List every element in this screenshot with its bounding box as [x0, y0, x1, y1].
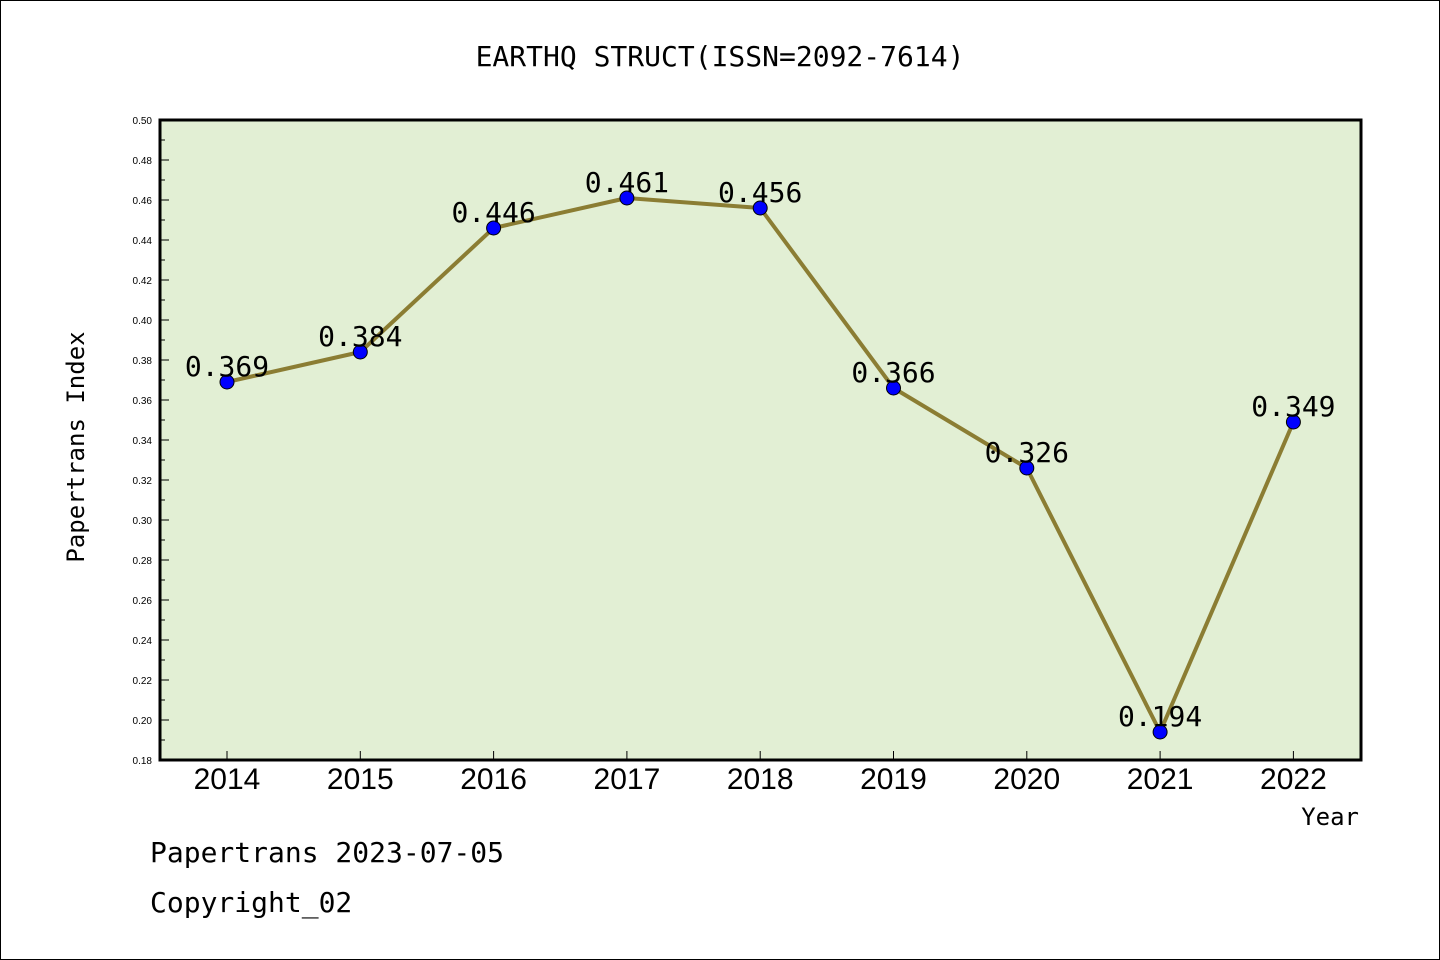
plot-border — [158, 118, 1363, 762]
data-label: 0.461 — [585, 166, 669, 199]
data-point — [352, 344, 368, 360]
y-tick-label: 0.24 — [133, 636, 153, 647]
x-axis: 2014 2015 2016 2017 2018 2019 2020 2021 2022 — [194, 751, 1327, 796]
data-label: 0.456 — [718, 176, 802, 209]
x-tick-label: 2019 — [860, 763, 927, 796]
data-point — [752, 200, 768, 216]
y-tick-label: 0.18 — [133, 756, 153, 767]
x-tick-label: 2015 — [327, 763, 394, 796]
x-tick-label: 2022 — [1260, 763, 1327, 796]
y-tick-label: 0.28 — [133, 556, 153, 567]
data-label: 0.369 — [185, 350, 269, 383]
y-tick-label: 0.42 — [133, 276, 153, 287]
y-tick-label: 0.30 — [133, 516, 153, 527]
data-label: 0.349 — [1251, 390, 1335, 423]
data-label: 0.194 — [1118, 700, 1202, 733]
series — [219, 190, 1301, 740]
chart-title: EARTHQ STRUCT(ISSN=2092-7614) — [476, 40, 965, 73]
footer-date: Papertrans 2023-07-05 — [150, 836, 505, 869]
data-point — [1019, 460, 1035, 476]
x-tick-label: 2017 — [594, 763, 661, 796]
x-tick-label: 2020 — [993, 763, 1060, 796]
y-tick-label: 0.32 — [133, 476, 153, 487]
x-tick-label: 2014 — [194, 763, 261, 796]
data-point — [219, 374, 235, 390]
footer-copyright: Copyright_02 — [150, 886, 353, 919]
data-point — [619, 190, 635, 206]
y-tick-label: 0.40 — [133, 316, 153, 327]
y-tick-label: 0.26 — [133, 596, 153, 607]
y-tick-label: 0.36 — [133, 396, 153, 407]
y-axis: 0.18 0.20 0.22 0.24 0.26 0.28 0.30 0.32 0.34 0.36… — [133, 116, 169, 767]
y-tick-label: 0.44 — [133, 236, 153, 247]
plot-area — [160, 120, 1361, 760]
y-tick-label: 0.50 — [133, 116, 153, 127]
data-labels: 0.369 0.384 0.446 0.461 0.456 0.366 0.326 0.194… — [185, 166, 1336, 733]
data-label: 0.366 — [851, 356, 935, 389]
y-tick-label: 0.34 — [133, 436, 153, 447]
data-point — [486, 220, 502, 236]
x-tick-label: 2021 — [1127, 763, 1194, 796]
data-label: 0.446 — [451, 196, 535, 229]
x-axis-label: Year — [1301, 803, 1359, 831]
data-label: 0.384 — [318, 320, 402, 353]
y-axis-label: Papertrans Index — [62, 331, 90, 562]
y-tick-label: 0.20 — [133, 716, 153, 727]
x-tick-label: 2016 — [460, 763, 527, 796]
data-point — [1152, 724, 1168, 740]
y-tick-label: 0.22 — [133, 676, 153, 687]
y-tick-label: 0.48 — [133, 156, 153, 167]
x-tick-label: 2018 — [727, 763, 794, 796]
data-point — [886, 380, 901, 396]
y-tick-label: 0.46 — [133, 196, 153, 207]
data-label: 0.326 — [985, 436, 1069, 469]
data-point — [1285, 414, 1301, 430]
y-tick-label: 0.38 — [133, 356, 153, 367]
